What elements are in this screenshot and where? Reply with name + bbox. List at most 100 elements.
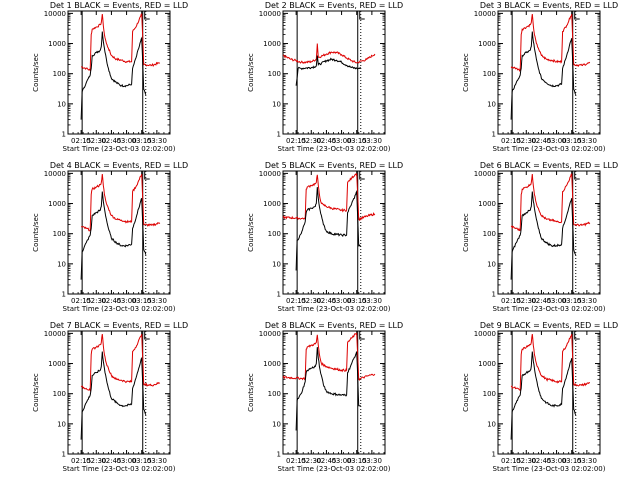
y-axis-label: Counts/sec <box>32 213 40 252</box>
lld-series-line <box>80 13 161 72</box>
y-tick-label: 1 <box>62 291 66 299</box>
x-axis-label: Start Time (23-Oct-03 02:02:00) <box>278 145 391 153</box>
x-tick-label: 03:00 <box>116 457 136 465</box>
panel-title: Det 7 BLACK = Events, RED = LLD <box>50 321 188 330</box>
events-series-line <box>510 351 577 440</box>
y-tick-label: 1 <box>277 291 281 299</box>
lld-series-line <box>282 43 376 65</box>
y-tick-label: 10 <box>57 100 66 108</box>
plot-frame <box>282 10 386 135</box>
detector-panel-9: Det 9 BLACK = Events, RED = LLD 1 10 100 100… <box>462 321 618 473</box>
x-axis-label: Start Time (23-Oct-03 02:02:00) <box>493 145 606 153</box>
y-tick-label: 100 <box>53 390 66 398</box>
y-tick-label: 10000 <box>259 330 281 338</box>
lld-series-line <box>81 173 161 232</box>
x-tick-label: 02:30 <box>301 457 321 465</box>
y-tick-label: 10000 <box>474 10 496 18</box>
plot-frame <box>67 170 171 295</box>
panel-title: Det 3 BLACK = Events, RED = LLD <box>480 1 618 10</box>
y-tick-label: 100 <box>53 230 66 238</box>
x-tick-label: 03:30 <box>577 297 597 305</box>
detector-panel-7: Det 7 BLACK = Events, RED = LLD 1 10 100 100… <box>32 321 188 473</box>
x-tick-label: 02:30 <box>86 297 106 305</box>
x-tick-label: 02:45 <box>101 137 121 145</box>
panel-title: Det 5 BLACK = Events, RED = LLD <box>265 161 403 170</box>
y-axis-label: Counts/sec <box>247 53 255 92</box>
x-tick-label: 03:15 <box>347 457 367 465</box>
x-tick-label: 03:00 <box>116 297 136 305</box>
y-tick-label: 100 <box>483 70 496 78</box>
y-tick-label: 1 <box>492 291 496 299</box>
x-tick-label: 02:45 <box>316 297 336 305</box>
saa-flag-glyph <box>574 171 580 180</box>
y-tick-label: 100 <box>53 70 66 78</box>
x-axis-label: Start Time (23-Oct-03 02:02:00) <box>278 465 391 473</box>
y-tick-label: 1 <box>277 131 281 139</box>
x-tick-label: 02:45 <box>101 297 121 305</box>
x-axis-label: Start Time (23-Oct-03 02:02:00) <box>493 305 606 313</box>
x-tick-label: 03:15 <box>347 297 367 305</box>
events-series-line <box>510 191 577 280</box>
y-tick-label: 1 <box>62 451 66 459</box>
x-tick-label: 03:00 <box>546 457 566 465</box>
panel-title: Det 9 BLACK = Events, RED = LLD <box>480 321 618 330</box>
x-tick-label: 02:15 <box>286 457 306 465</box>
y-tick-label: 100 <box>268 70 281 78</box>
x-tick-label: 02:45 <box>531 297 551 305</box>
x-axis-label: Start Time (23-Oct-03 02:02:00) <box>63 145 176 153</box>
detector-panel-5: Det 5 BLACK = Events, RED = LLD 1 10 100 100… <box>247 161 403 313</box>
y-tick-label: 100 <box>268 390 281 398</box>
plot-frame <box>497 170 601 295</box>
x-axis-label: Start Time (23-Oct-03 02:02:00) <box>63 465 176 473</box>
x-tick-label: 03:30 <box>577 137 597 145</box>
y-tick-label: 1000 <box>263 200 281 208</box>
saa-flag-glyph <box>574 331 580 340</box>
x-tick-label: 02:15 <box>71 297 91 305</box>
x-tick-label: 03:15 <box>562 297 582 305</box>
y-tick-label: 1000 <box>48 200 66 208</box>
x-tick-label: 03:00 <box>116 137 136 145</box>
x-tick-label: 02:45 <box>531 137 551 145</box>
y-tick-label: 1 <box>492 451 496 459</box>
detector-panel-3: Det 3 BLACK = Events, RED = LLD 1 10 100 100… <box>462 1 618 153</box>
x-tick-label: 03:30 <box>362 297 382 305</box>
lld-series-line <box>80 333 161 393</box>
y-tick-label: 10000 <box>259 170 281 178</box>
y-tick-label: 1000 <box>48 40 66 48</box>
events-series-line <box>510 31 577 120</box>
x-axis-label: Start Time (23-Oct-03 02:02:00) <box>63 305 176 313</box>
x-tick-label: 02:15 <box>71 137 91 145</box>
y-tick-label: 100 <box>268 230 281 238</box>
x-tick-label: 03:30 <box>362 137 382 145</box>
plot-frame <box>67 10 171 135</box>
y-tick-label: 100 <box>483 390 496 398</box>
x-tick-label: 02:45 <box>316 457 336 465</box>
detector-panel-6: Det 6 BLACK = Events, RED = LLD 1 10 100 100… <box>462 161 618 313</box>
y-tick-label: 10000 <box>474 170 496 178</box>
y-tick-label: 10 <box>57 420 66 428</box>
y-tick-label: 1000 <box>478 40 496 48</box>
y-axis-label: Counts/sec <box>247 373 255 412</box>
y-tick-label: 1000 <box>478 200 496 208</box>
x-tick-label: 03:15 <box>132 297 152 305</box>
y-tick-label: 1 <box>277 451 281 459</box>
lld-series-line <box>282 173 376 222</box>
x-axis-label: Start Time (23-Oct-03 02:02:00) <box>278 305 391 313</box>
y-tick-label: 10 <box>272 420 281 428</box>
saa-flag-glyph <box>144 331 150 340</box>
y-tick-label: 1 <box>62 131 66 139</box>
x-tick-label: 03:15 <box>562 457 582 465</box>
plot-frame <box>282 330 386 455</box>
y-tick-label: 10 <box>57 260 66 268</box>
x-tick-label: 03:00 <box>331 297 351 305</box>
x-tick-label: 02:15 <box>286 137 306 145</box>
panel-title: Det 6 BLACK = Events, RED = LLD <box>480 161 618 170</box>
events-series-line <box>80 31 147 120</box>
detector-panel-8: Det 8 BLACK = Events, RED = LLD 1 10 100 100… <box>247 321 403 473</box>
detector-panel-4: Det 4 BLACK = Events, RED = LLD 1 10 100 100… <box>32 161 188 313</box>
y-axis-label: Counts/sec <box>32 53 40 92</box>
y-axis-label: Counts/sec <box>462 213 470 252</box>
events-series-line <box>295 55 362 86</box>
x-tick-label: 03:30 <box>147 137 167 145</box>
